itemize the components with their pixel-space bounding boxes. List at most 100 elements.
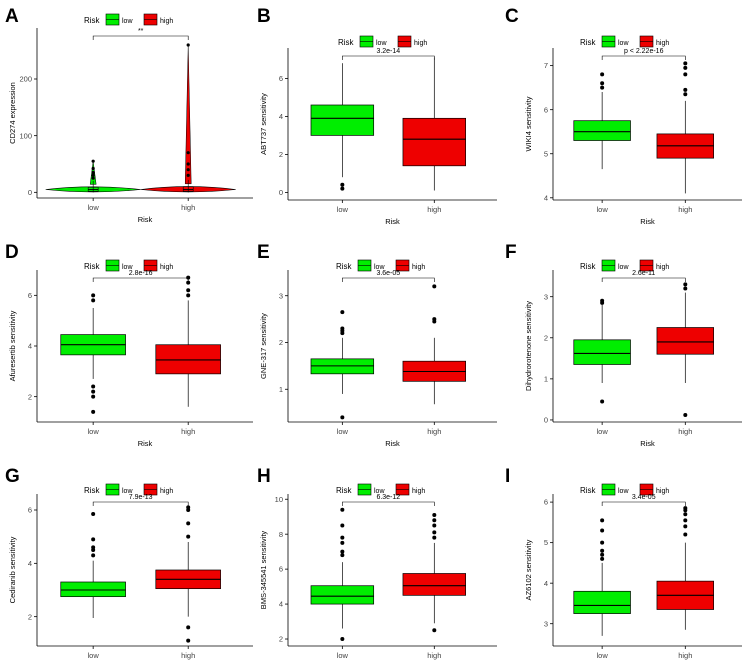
outlier-point-high xyxy=(186,638,191,643)
box-low xyxy=(573,590,631,614)
box-low xyxy=(60,581,126,598)
p-value-label: 3.4e-05 xyxy=(632,494,656,501)
y-axis-label: Dihydrorotenone sensitivity xyxy=(524,301,533,391)
x-axis-label: Risk xyxy=(385,439,400,448)
x-axis-label: Risk xyxy=(640,439,655,448)
panel-e: E Risk low high 1 2 3 GNE-317 sensitivity low hig… xyxy=(257,242,497,448)
outlier-point-low xyxy=(91,553,96,558)
outlier-point-high xyxy=(683,61,688,66)
outlier-point-low xyxy=(340,182,345,187)
box-high xyxy=(402,117,467,167)
y-tick-label: 6 xyxy=(544,105,548,114)
box-low xyxy=(310,104,375,136)
p-value-label: ** xyxy=(138,28,144,35)
panel-letter: E xyxy=(257,242,270,263)
p-value-label: 6.3e-12 xyxy=(376,494,400,501)
y-tick-label: 2 xyxy=(279,150,283,159)
outlier-point-high xyxy=(186,280,191,285)
outlier-point-high xyxy=(683,512,688,517)
box-high xyxy=(182,186,194,192)
significance-bracket xyxy=(92,501,189,506)
outlier-point-low xyxy=(340,535,345,540)
p-value-label: 7.9e-13 xyxy=(129,494,153,501)
outlier-point-high xyxy=(683,286,688,291)
x-tick-label-low: low xyxy=(597,651,609,660)
y-tick-label: 6 xyxy=(544,498,548,507)
x-tick-label-high: high xyxy=(678,651,692,660)
outlier-point-high xyxy=(186,534,191,539)
x-tick-label-low: low xyxy=(337,651,349,660)
outlier-point-low xyxy=(600,528,605,533)
legend-label-low: low xyxy=(122,18,133,25)
x-tick-label-low: low xyxy=(597,427,609,436)
significance-bracket xyxy=(342,55,435,60)
box-high xyxy=(656,327,715,355)
outlier-point-low xyxy=(340,507,345,512)
outlier-point-high xyxy=(432,284,437,289)
significance-bracket xyxy=(92,277,189,282)
outlier-point-low xyxy=(340,540,345,545)
outlier-point-low xyxy=(600,518,605,523)
y-tick-label: 3 xyxy=(544,292,548,301)
legend-label-low: low xyxy=(376,40,387,47)
box-high xyxy=(402,573,467,596)
outlier-point-low xyxy=(600,556,605,561)
y-tick-label: 3 xyxy=(544,619,548,628)
x-tick-label-high: high xyxy=(427,651,441,660)
legend-title: Risk xyxy=(580,38,597,47)
legend-label-high: high xyxy=(656,264,669,271)
y-tick-label: 2 xyxy=(279,338,283,347)
y-tick-label: 10 xyxy=(275,495,283,504)
y-tick-label: 4 xyxy=(279,112,283,121)
y-tick-label: 5 xyxy=(544,538,548,547)
y-tick-label: 4 xyxy=(544,193,548,202)
legend-title: Risk xyxy=(336,262,353,271)
y-axis-label: AZ6102 sensitivity xyxy=(524,539,533,600)
y-axis-label: Cediranib sensitivity xyxy=(8,536,17,603)
y-tick-label: 8 xyxy=(279,530,283,539)
outlier-point-low xyxy=(91,394,96,399)
outlier-point-high xyxy=(186,43,190,47)
outlier-point-low xyxy=(91,512,96,516)
x-tick-label-low: low xyxy=(337,427,349,436)
x-axis-label: Risk xyxy=(640,217,655,226)
legend-label-high: high xyxy=(656,40,669,47)
outlier-point-high xyxy=(683,524,688,529)
outlier-point-low xyxy=(340,415,345,420)
legend-label-low: low xyxy=(618,488,629,495)
y-tick-label: 4 xyxy=(544,579,548,588)
y-axis-label: CD274 expression xyxy=(8,82,17,144)
y-tick-label: 2 xyxy=(544,333,548,342)
panel-d: D Risk low high 2 4 6 Afuresertib sensitivity lo… xyxy=(5,242,253,448)
outlier-point-high xyxy=(186,625,191,630)
outlier-point-low xyxy=(600,298,605,303)
outlier-point-high xyxy=(683,87,688,92)
outlier-point-low xyxy=(91,176,95,180)
x-tick-label-low: low xyxy=(88,651,100,660)
outlier-point-high xyxy=(432,628,437,633)
p-value-label: 3.6e-05 xyxy=(376,270,400,277)
x-axis-label: Risk xyxy=(138,439,153,448)
outlier-point-high xyxy=(186,173,190,177)
panel-b: B Risk low high 0 2 4 6 ABT737 sensitivity low hig… xyxy=(257,6,497,226)
outlier-point-high xyxy=(432,317,437,322)
y-tick-label: 2 xyxy=(28,392,32,401)
p-value-label: 3.2e-14 xyxy=(376,48,400,55)
panel-h: H Risk low high 2 4 6 8 10 BMS-345541 sensitivity… xyxy=(257,466,497,660)
outlier-point-high xyxy=(432,518,437,523)
outlier-point-low xyxy=(91,159,95,163)
outlier-point-low xyxy=(340,326,345,331)
legend-label-high: high xyxy=(656,488,669,495)
outlier-point-low xyxy=(600,81,605,86)
outlier-point-high xyxy=(432,523,437,528)
outlier-point-high xyxy=(186,168,190,172)
significance-bracket xyxy=(601,55,686,60)
outlier-point-high xyxy=(186,275,191,280)
y-tick-label: 1 xyxy=(279,385,283,394)
y-tick-label: 5 xyxy=(544,149,548,158)
significance-bracket xyxy=(601,277,686,282)
y-tick-label: 0 xyxy=(28,188,32,197)
outlier-point-low xyxy=(600,85,605,90)
y-axis-label: GNE-317 sensitivity xyxy=(259,313,268,379)
legend-label-high: high xyxy=(414,40,427,47)
